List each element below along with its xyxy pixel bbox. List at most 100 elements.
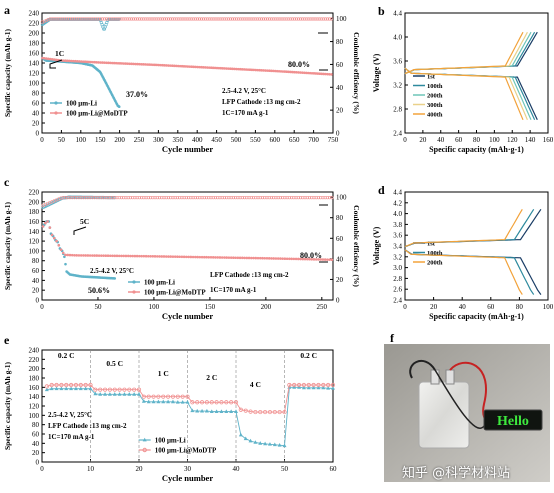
capacity-point	[122, 254, 126, 258]
x-tick-label: 60	[455, 136, 463, 144]
capacity-point	[285, 257, 289, 261]
annotation-5c: 5C	[80, 217, 89, 226]
x-tick-label: 0	[403, 303, 407, 311]
capacity-point	[190, 65, 194, 69]
capacity-point	[182, 65, 186, 68]
capacity-point	[287, 70, 291, 74]
y2-axis-label: Coulombic efficiency (%)	[352, 205, 361, 287]
capacity-point	[48, 57, 52, 61]
capacity-point	[314, 72, 318, 75]
data-point	[330, 382, 336, 388]
x-tick-label: 100	[489, 136, 500, 144]
data-point	[73, 386, 78, 391]
capacity-point	[116, 61, 120, 65]
panel-b: b 0 20 40 60 80 100 120 140 160 2.4 2.8 3.2 3.6 4.0 4.4…	[372, 4, 554, 154]
data-point	[83, 386, 88, 391]
ce-point	[68, 196, 72, 200]
ce-point	[126, 196, 130, 200]
ce-point	[66, 17, 70, 21]
ce-point	[175, 196, 180, 200]
ce-point	[174, 17, 178, 21]
capacity-point	[291, 70, 294, 74]
data-point	[326, 386, 331, 390]
ce-point	[249, 196, 253, 200]
capacity-point	[242, 68, 246, 71]
ce-point	[128, 17, 132, 21]
data-point	[282, 443, 287, 448]
capacity-point	[165, 64, 168, 67]
y-tick-label: 20	[32, 287, 40, 295]
legend-label: 100th	[427, 250, 443, 257]
data-point	[301, 385, 306, 390]
ce-point	[97, 17, 101, 21]
data-point	[64, 386, 69, 391]
data-point	[229, 400, 234, 405]
capacity-point	[227, 256, 231, 259]
ce-point	[225, 17, 229, 21]
x-tick-label: 150	[95, 136, 106, 144]
x-tick-label: 650	[289, 136, 300, 144]
ce-point	[319, 196, 323, 200]
capacity-point	[41, 56, 44, 60]
ce-point	[160, 196, 164, 200]
y-tick-label: 180	[29, 40, 40, 48]
x-tick-label: 750	[328, 136, 339, 144]
x-tick-label: 100	[543, 303, 554, 311]
capacity-point	[254, 256, 258, 260]
panel-c: c0 50 100 150 200 250020406080100120140160180…	[3, 175, 361, 321]
ce-point	[178, 196, 182, 200]
capacity-point	[279, 257, 282, 260]
capacity-point	[240, 68, 244, 71]
capacity-point	[180, 255, 184, 259]
data-point	[331, 386, 335, 390]
ce-point	[250, 17, 254, 21]
ce-point	[267, 17, 271, 21]
capacity-point	[209, 66, 213, 70]
legend-marker	[132, 280, 136, 284]
capacity-point	[53, 236, 56, 240]
ce-point	[291, 17, 295, 21]
legend-label: 1st	[427, 74, 436, 81]
legend-label: 100 μm-Li	[144, 279, 175, 287]
ce-point	[86, 196, 90, 200]
ce-point	[271, 17, 275, 21]
capacity-point	[44, 221, 47, 225]
capacity-point	[225, 67, 228, 70]
ce-point	[234, 196, 238, 200]
ce-point	[77, 196, 81, 200]
data-point	[326, 382, 331, 388]
capacity-point	[74, 59, 77, 63]
ce-point	[193, 196, 197, 200]
x-tick-label: 350	[173, 136, 184, 144]
ce-point	[246, 17, 250, 21]
y-axis-label: Voltage (V)	[372, 53, 381, 92]
ce-point	[162, 196, 166, 200]
x-tick-label: 40	[437, 136, 445, 144]
y-tick-label: 3.2	[393, 253, 402, 261]
ce-point	[122, 196, 126, 200]
data-point	[170, 399, 175, 404]
data-point	[311, 385, 316, 390]
capacity-point	[83, 60, 87, 64]
data-point	[112, 392, 117, 396]
panel-letter: a	[4, 3, 10, 17]
capacity-point	[198, 255, 202, 259]
ce-point	[294, 17, 299, 21]
capacity-point	[248, 68, 252, 72]
ce-point	[227, 196, 231, 200]
data-point	[292, 382, 297, 388]
y-tick-label: 2.6	[393, 286, 402, 294]
ce-point	[200, 196, 204, 200]
capacity-point	[157, 63, 161, 67]
ce-point	[144, 196, 148, 200]
ce-point	[107, 195, 111, 200]
ce-point	[119, 196, 124, 200]
x-axis-label: Cycle number	[162, 311, 213, 321]
y-tick-label: 2.8	[393, 275, 402, 283]
ce-point	[312, 17, 316, 21]
ce-point	[172, 17, 176, 21]
ce-point	[122, 17, 126, 21]
y-tick-label: 2.4	[393, 130, 402, 138]
y-tick-label: 100	[29, 412, 40, 420]
capacity-point	[108, 254, 112, 258]
